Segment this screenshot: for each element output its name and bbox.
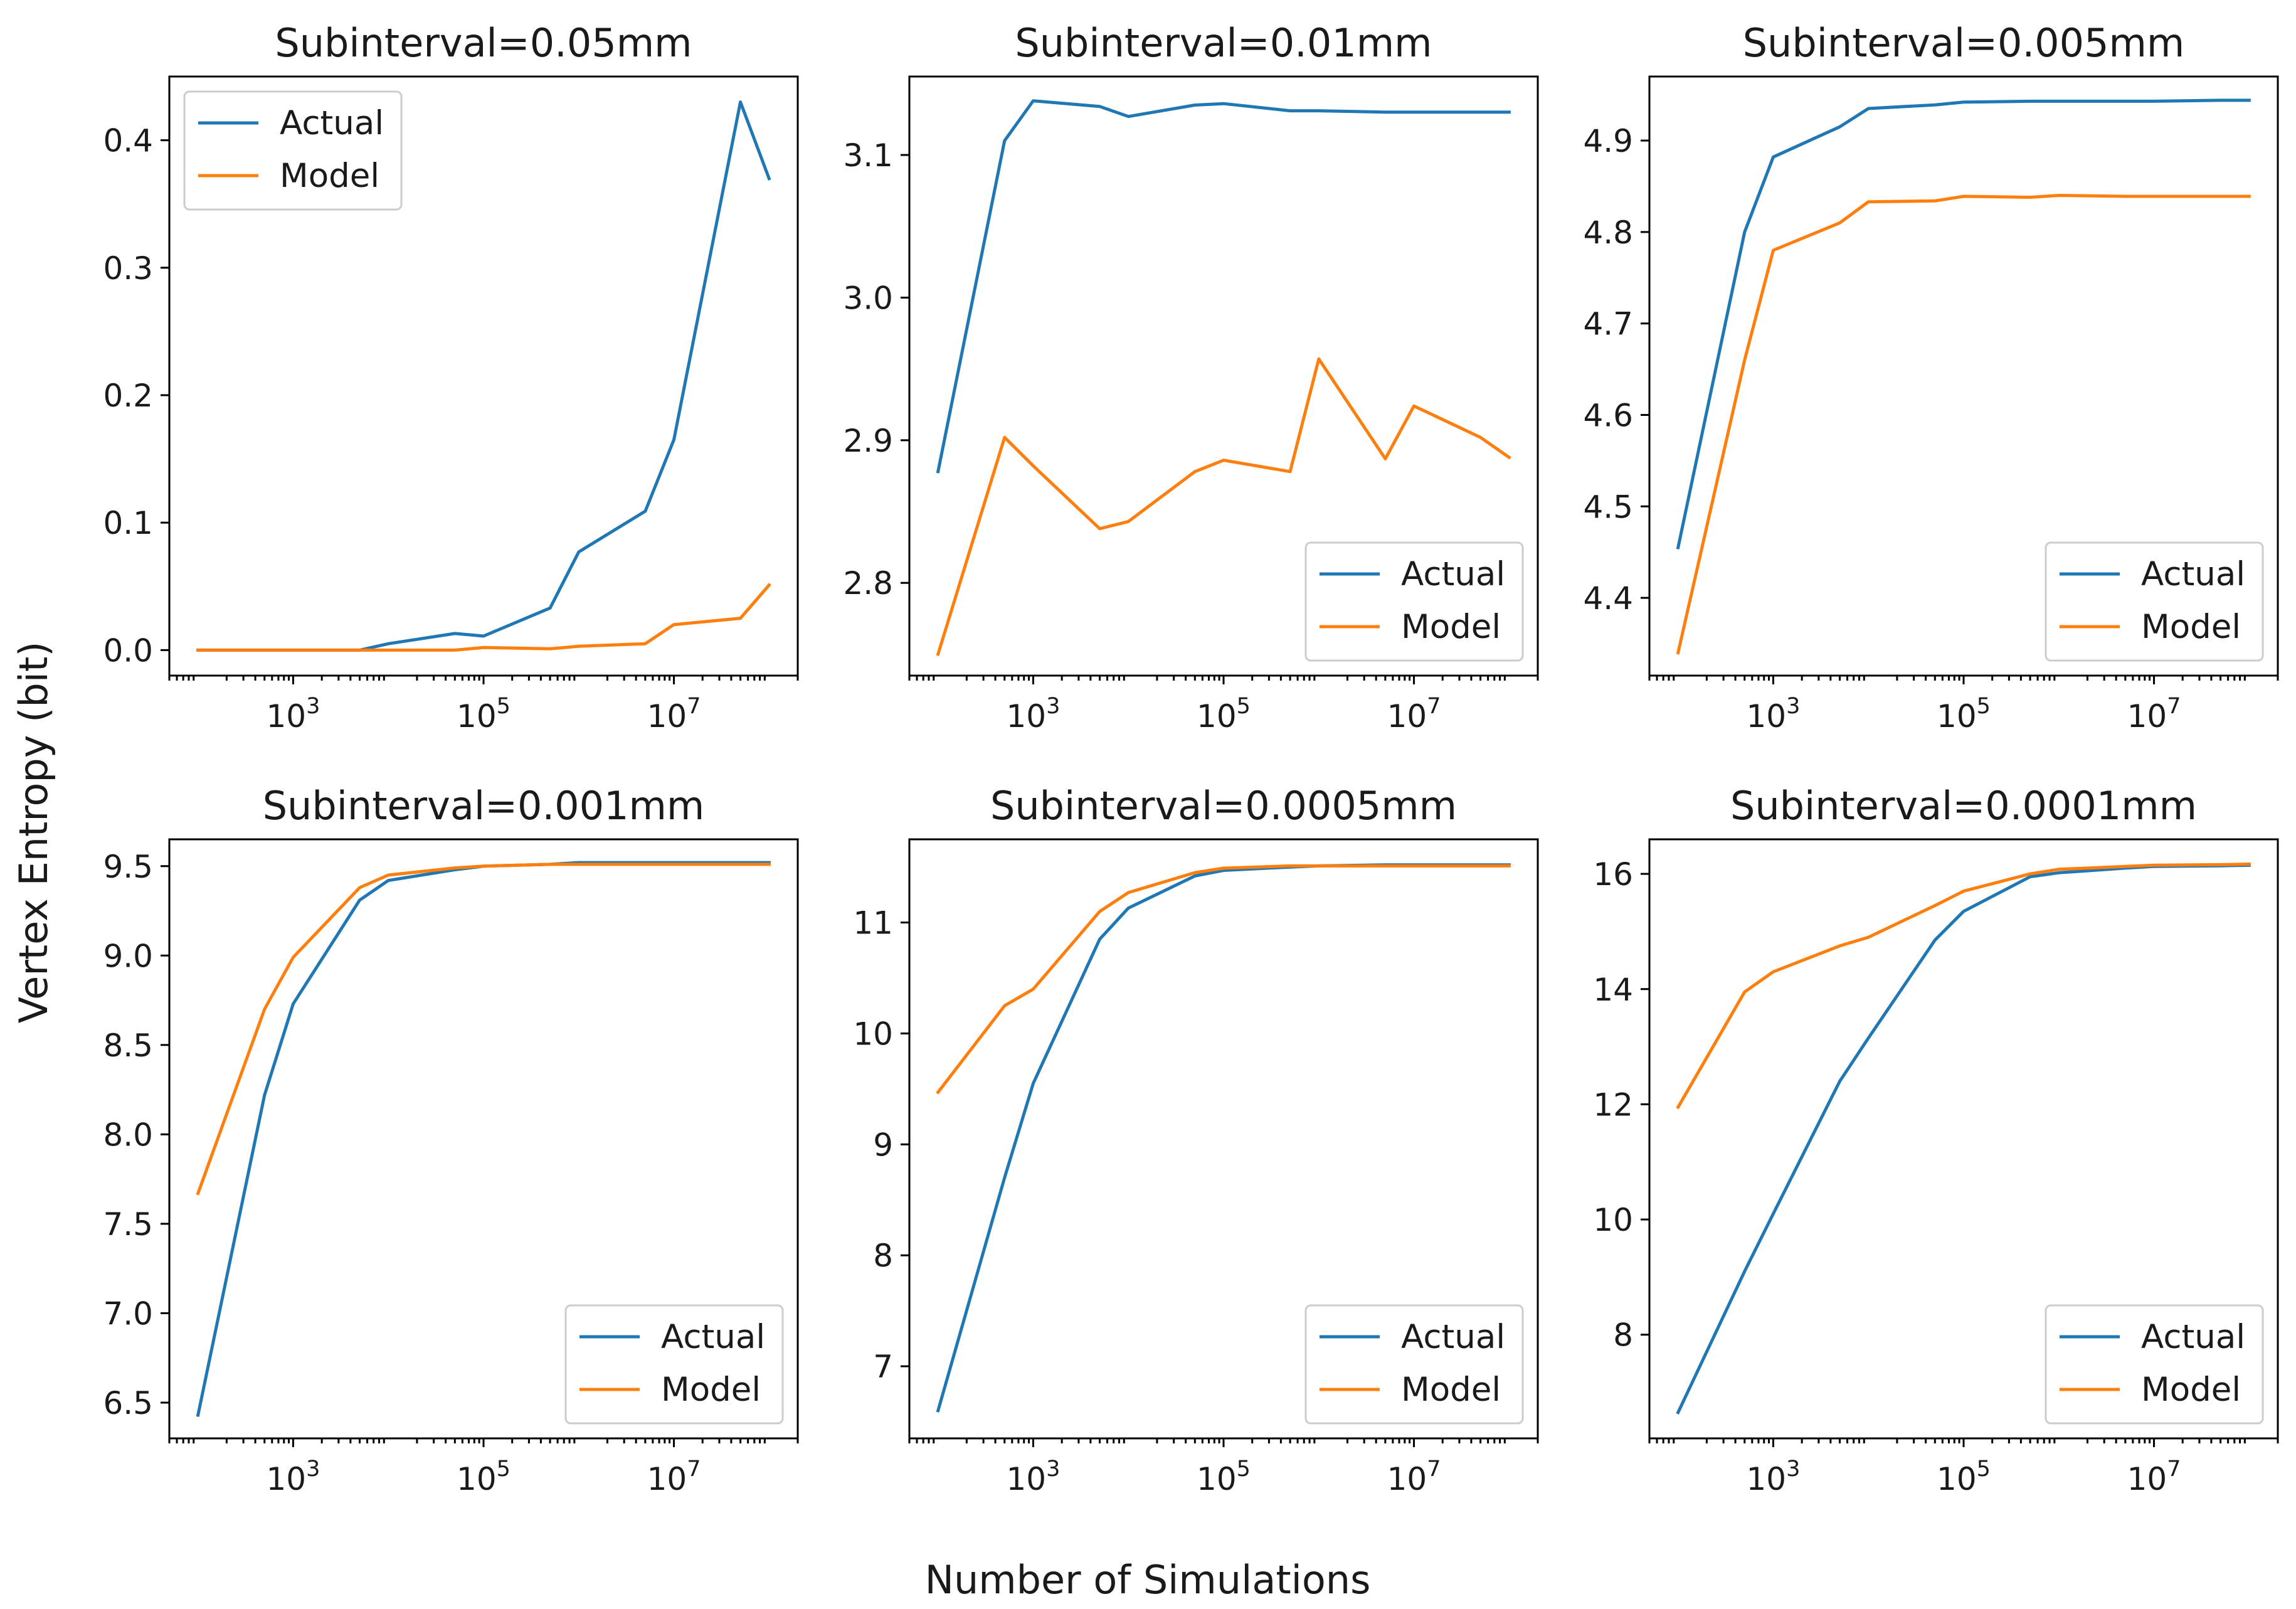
x-tick-label: 103 [1747,1457,1801,1497]
legend-label-actual: Actual [1401,555,1505,593]
subplot-title: Subinterval=0.001mm [263,783,705,829]
legend-label-actual: Actual [1401,1318,1505,1356]
legend-box [2045,1304,2264,1425]
x-tick-label: 103 [267,1457,320,1497]
y-tick-label: 9 [873,1127,893,1163]
y-tick-label: 7.0 [103,1295,153,1332]
legend-label-actual: Actual [2141,555,2245,593]
subplot-title: Subinterval=0.0001mm [1730,783,2197,829]
y-tick-label: 4.8 [1583,215,1633,251]
y-tick-label: 4.7 [1583,306,1633,343]
x-tick-label: 105 [457,694,511,735]
figure-ylabel: Vertex Entropy (bit) [11,642,56,1024]
subplot-title: Subinterval=0.01mm [1015,20,1432,66]
legend-label-model: Model [2141,608,2241,646]
legend-box [2045,541,2264,662]
y-tick-label: 2.9 [843,423,893,459]
legend: Actual Model [183,90,403,211]
y-tick-label: 12 [1593,1086,1633,1123]
x-tick-label: 103 [1007,1457,1061,1497]
y-tick-label: 6.5 [103,1385,153,1421]
x-tick-label: 105 [1197,1457,1251,1497]
legend-label-model: Model [1401,1371,1501,1409]
series-line-model [196,863,771,1196]
y-tick-label: 0.1 [103,505,153,541]
y-tick-label: 16 [1593,856,1633,893]
x-tick-label: 103 [1007,694,1061,735]
y-tick-label: 4.4 [1583,580,1633,617]
y-tick-label: 2.8 [843,565,893,602]
subplot-title: Subinterval=0.005mm [1743,20,2185,66]
subplot-6: Subinterval=0.0001mm 8 10 12 14 16 103 105 107 Ac… [1593,783,2279,1497]
x-tick-label: 107 [647,1457,701,1497]
legend: Actual Model [2045,541,2264,662]
x-tick-label: 105 [1937,1457,1991,1497]
y-tick-label: 0.4 [103,123,153,159]
x-tick-label: 103 [1747,694,1801,735]
legend-label-model: Model [661,1371,761,1409]
figure-xlabel: Number of Simulations [925,1557,1371,1603]
x-tick-label: 105 [457,1457,511,1497]
y-tick-label: 4.5 [1583,489,1633,525]
subplot-grid: Subinterval=0.05mm 0.0 0.1 0.2 0.3 0.4 103 105 1… [103,20,2279,1497]
y-tick-label: 10 [1593,1202,1633,1238]
y-tick-label: 4.9 [1583,123,1633,159]
subplot-4: Subinterval=0.001mm 6.5 7.0 7.5 8.0 8.5 9.0 9.5… [103,783,799,1497]
y-tick-label: 0.0 [103,632,153,669]
subplot-2: Subinterval=0.01mm 2.8 2.9 3.0 3.1 103 105 107 A… [843,20,1539,735]
subplot-title: Subinterval=0.0005mm [990,783,1457,829]
legend-label-model: Model [2141,1371,2241,1409]
y-tick-label: 3.1 [843,137,893,174]
y-tick-label: 14 [1593,972,1633,1008]
legend: Actual Model [1304,541,1524,662]
x-tick-label: 107 [647,694,701,735]
y-tick-label: 4.6 [1583,397,1633,433]
legend-label-actual: Actual [661,1318,765,1356]
x-tick-label: 105 [1197,694,1251,735]
subplot-1: Subinterval=0.05mm 0.0 0.1 0.2 0.3 0.4 103 105 1… [103,20,799,735]
series-line-model [936,357,1511,657]
series-line-actual [936,99,1511,474]
subplot-3: Subinterval=0.005mm 4.4 4.5 4.6 4.7 4.8 4.9 103… [1583,20,2279,735]
legend-label-actual: Actual [2141,1318,2245,1356]
series-line-model [1676,194,2251,655]
y-tick-label: 8 [1613,1317,1633,1354]
legend-label-model: Model [280,157,379,195]
legend: Actual Model [1304,1304,1524,1425]
y-tick-label: 7 [873,1349,893,1385]
y-tick-label: 8.5 [103,1028,153,1064]
x-tick-label: 107 [1387,694,1441,735]
series-line-model [196,583,771,652]
y-tick-label: 7.5 [103,1206,153,1243]
x-tick-label: 107 [2127,1457,2181,1497]
y-tick-label: 0.3 [103,250,153,287]
x-tick-label: 107 [2127,694,2181,735]
y-tick-label: 9.0 [103,938,153,974]
subplot-title: Subinterval=0.05mm [275,20,692,66]
legend-box [1304,541,1524,662]
legend: Actual Model [2045,1304,2264,1425]
y-tick-label: 8.0 [103,1117,153,1153]
legend: Actual Model [564,1304,784,1425]
series-line-model [1676,862,2251,1110]
legend-box [183,90,403,211]
series-line-model [936,864,1511,1095]
y-tick-label: 9.5 [103,849,153,885]
subplot-5: Subinterval=0.0005mm 7 8 9 10 11 103 105 107 Actu… [853,783,1539,1497]
y-tick-label: 10 [853,1016,893,1052]
legend-label-model: Model [1401,608,1501,646]
y-tick-label: 3.0 [843,280,893,316]
x-tick-label: 107 [1387,1457,1441,1497]
series-line-actual [1676,98,2251,550]
x-tick-label: 103 [267,694,320,735]
legend-box [1304,1304,1524,1425]
y-tick-label: 11 [853,905,893,942]
y-tick-label: 8 [873,1238,893,1274]
legend-box [564,1304,784,1425]
legend-label-actual: Actual [280,104,384,142]
x-tick-label: 105 [1937,694,1991,735]
y-tick-label: 0.2 [103,378,153,414]
